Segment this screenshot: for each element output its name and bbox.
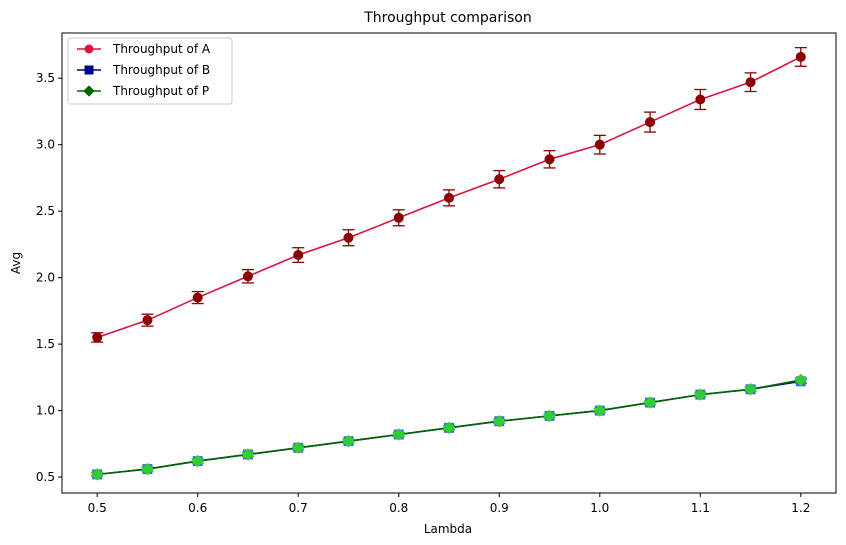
x-tick-label: 0.6 [188,501,207,515]
data-point [794,373,808,387]
data-point [342,434,355,448]
data-point [392,428,405,441]
y-tick-label: 3.0 [36,138,55,152]
legend-box [67,37,233,105]
data-point [442,421,456,435]
y-tick-label: 1.5 [36,337,55,351]
data-point [291,441,305,455]
legend-label: Throughput of P [112,84,209,98]
x-axis-label: Lambda [424,522,472,536]
y-tick-label: 1.0 [36,404,55,418]
data-point [795,51,806,62]
data-point [241,448,255,461]
data-point [594,139,605,150]
data-point [293,250,304,261]
data-point [141,462,154,476]
data-point [90,468,104,481]
legend-item: Throughput of A [77,42,211,56]
x-tick-label: 1.2 [791,501,810,515]
data-point [745,77,756,88]
plot-frame [61,32,837,494]
x-tick-label: 0.8 [389,501,408,515]
y-tick-label: 2.0 [36,271,55,285]
chart-title: Throughput comparison [363,10,532,26]
data-point [744,383,757,396]
legend-marker [83,85,95,97]
data-point [694,388,707,401]
legend-marker [84,44,94,54]
data-point [192,292,203,303]
data-point [92,332,103,343]
x-tick-label: 0.7 [289,501,308,515]
data-point [643,396,657,409]
data-point [543,409,556,423]
x-tick-label: 1.1 [691,501,710,515]
y-tick-label: 0.5 [36,470,55,484]
legend-item: Throughput of P [77,84,209,98]
y-tick-label: 2.5 [36,204,55,218]
data-point [544,154,555,165]
legend-label: Throughput of B [112,63,210,77]
x-tick-label: 0.5 [88,501,107,515]
y-tick-label: 3.5 [36,71,55,85]
legend-label: Throughput of A [112,42,211,56]
data-point [645,117,656,128]
axes: 0.5 0.6 0.7 0.8 0.9 1.0 1.1 1.2 0.5 1.0 1.5 2.0 2.5 3… [36,71,810,515]
data-point [494,174,505,185]
data-point [593,404,607,417]
data-point [393,212,404,223]
legend-marker [84,65,94,75]
legend-item: Throughput of B [77,63,210,77]
series-3 [90,373,808,481]
data-point [343,232,354,243]
x-tick-label: 1.0 [590,501,609,515]
x-tick-label: 0.9 [490,501,509,515]
data-point [444,192,454,203]
data-point [695,94,706,105]
plot-area [90,46,808,481]
data-point [191,454,204,468]
series-1 [91,46,807,343]
y-axis-label: Avg [9,252,23,274]
data-point [242,271,253,282]
data-point [142,315,153,326]
data-point [493,414,506,428]
legend: Throughput of A Throughput of B Throughput… [67,37,233,105]
